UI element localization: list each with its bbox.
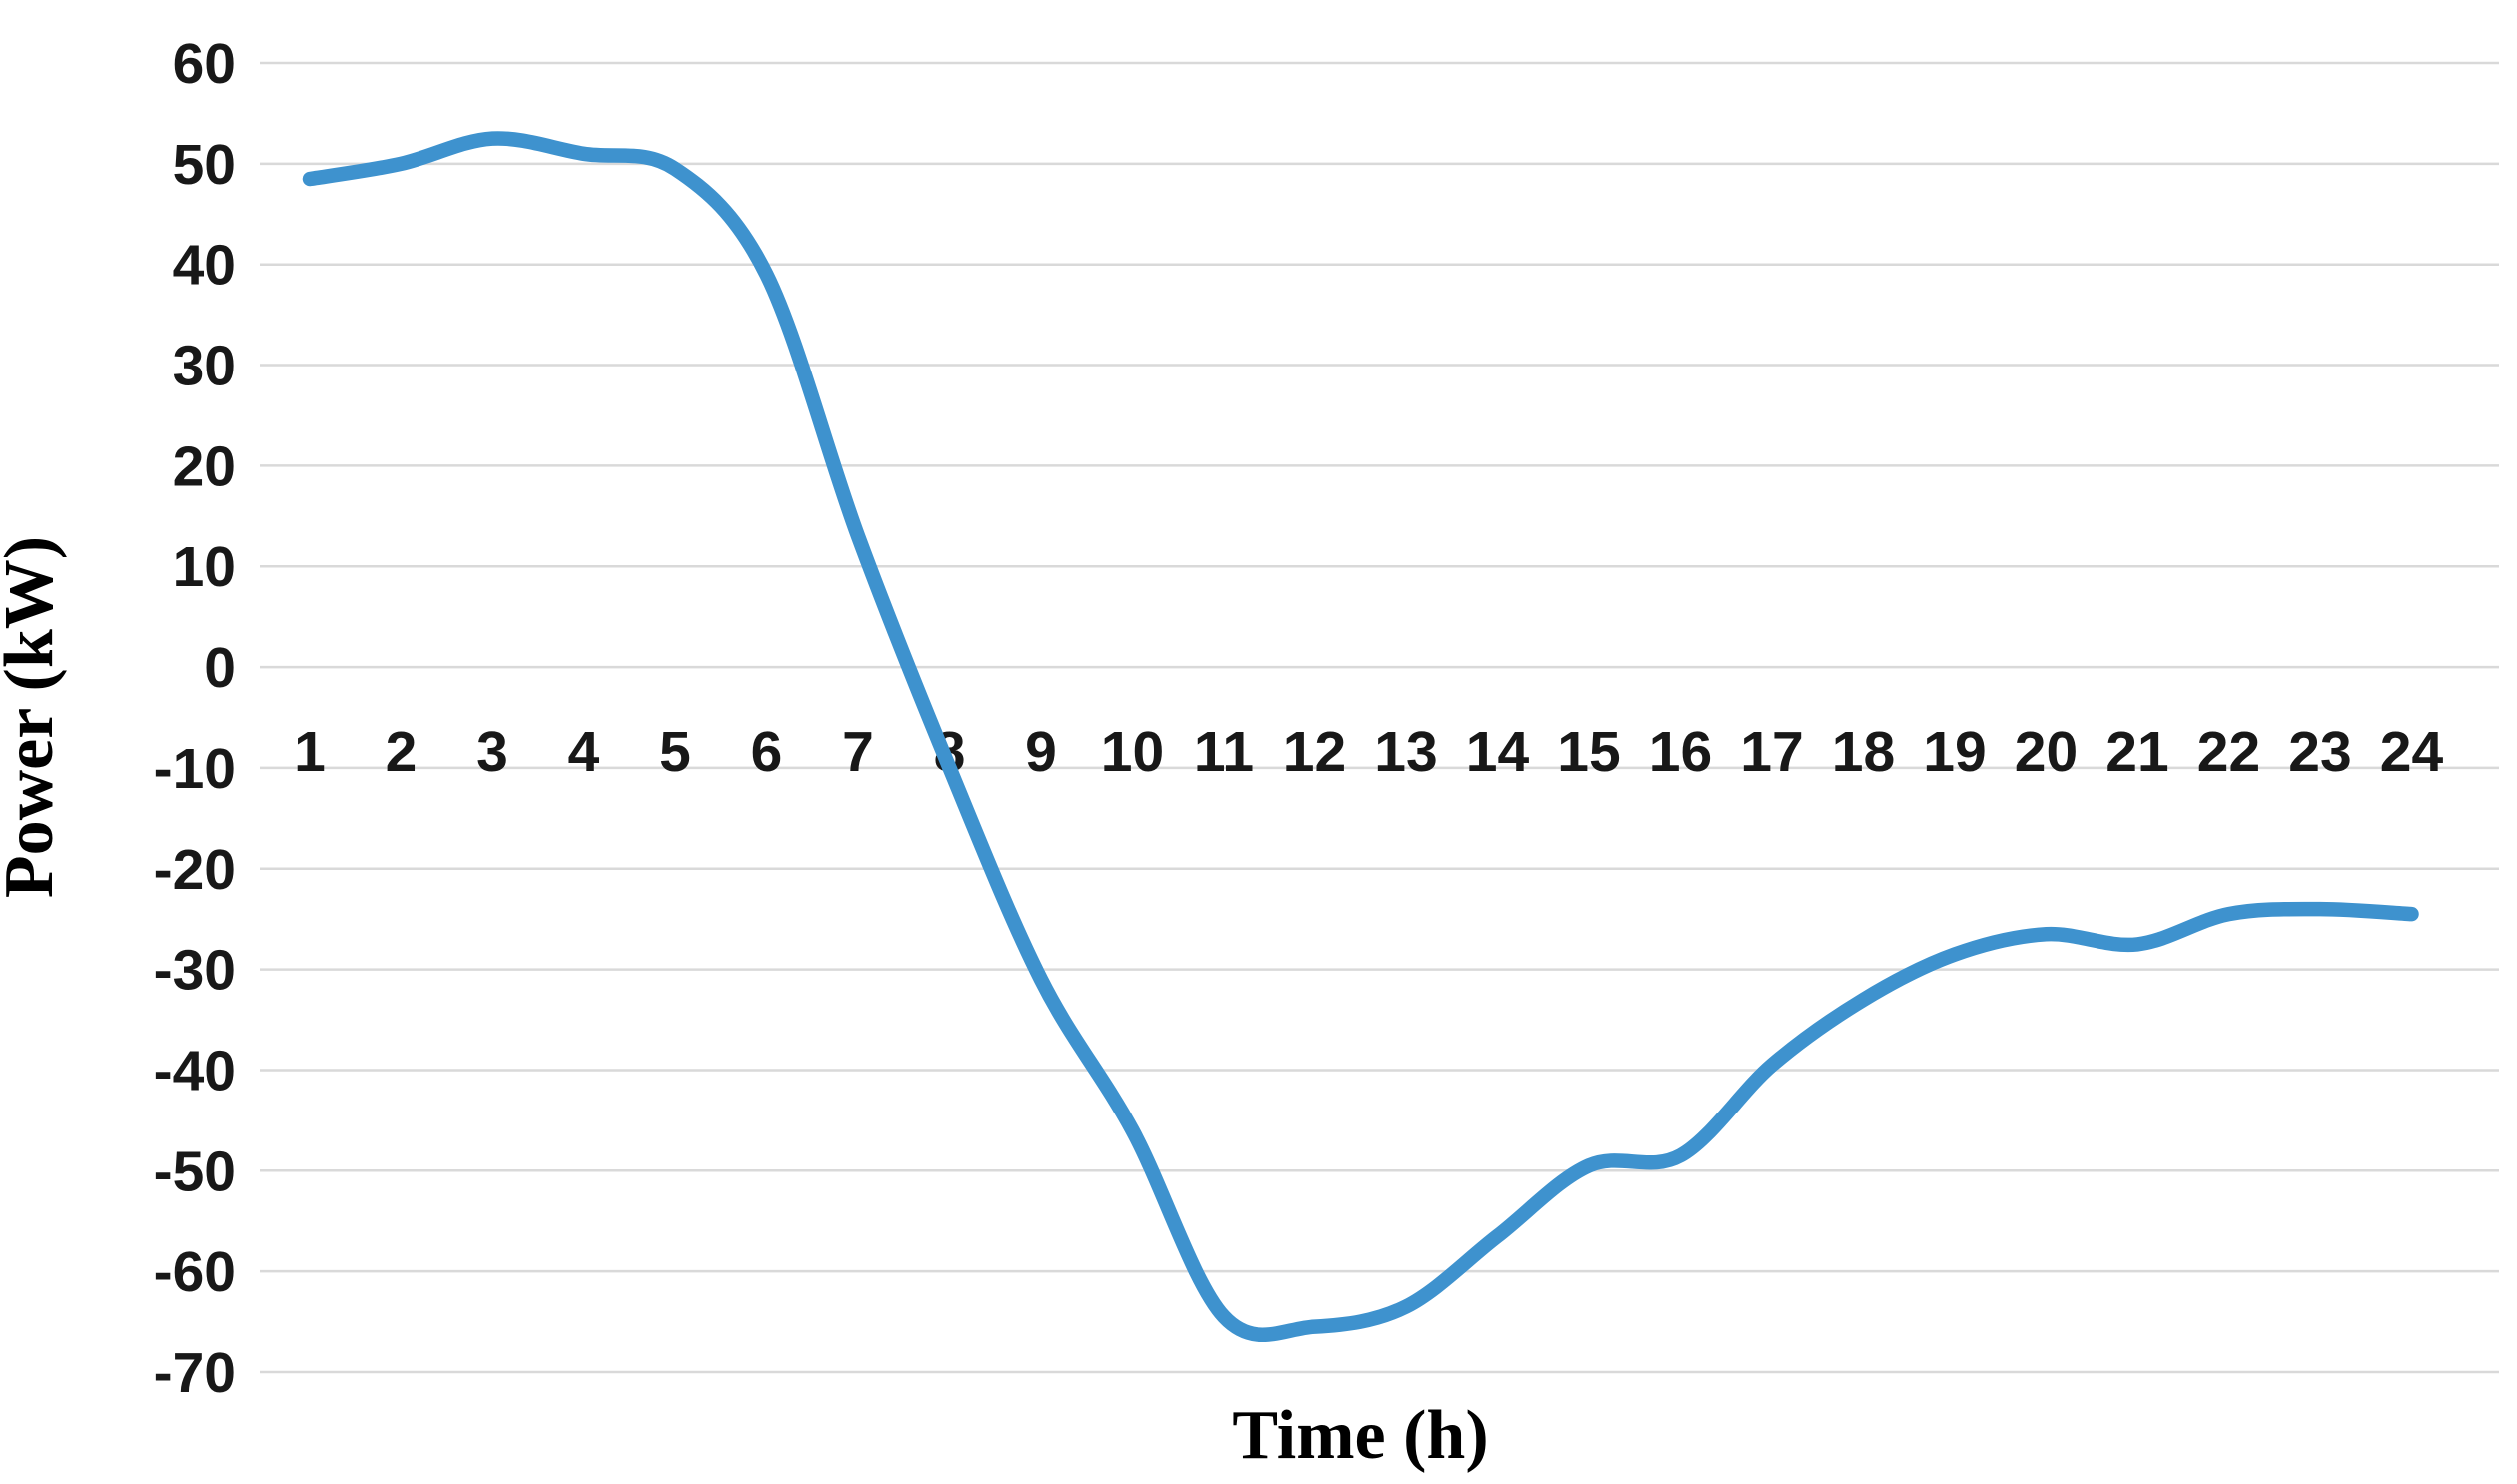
x-tick-label: 21 xyxy=(2105,720,2168,784)
x-tick-label: 13 xyxy=(1374,720,1437,784)
y-axis-tick-labels: 60 50 40 30 20 10 0 -10 -20 -30 -40 -50 -60 -70 xyxy=(154,32,236,1405)
x-tick-label: 16 xyxy=(1649,720,1712,784)
y-tick-label: 20 xyxy=(173,434,236,498)
x-axis-tick-labels: 1 2 3 4 5 6 7 8 9 10 11 12 13 14 15 16 17 18 19 20 21 22 23 24 xyxy=(294,720,2443,784)
y-tick-label: -70 xyxy=(154,1341,236,1405)
x-tick-label: 1 xyxy=(294,720,326,784)
y-tick-label: 0 xyxy=(204,636,236,700)
y-tick-label: -30 xyxy=(154,939,236,1003)
x-tick-label: 14 xyxy=(1466,720,1530,784)
y-tick-label: -50 xyxy=(154,1139,236,1203)
x-tick-label: 18 xyxy=(1832,720,1895,784)
x-tick-label: 11 xyxy=(1194,720,1254,784)
y-tick-label: 40 xyxy=(173,234,236,298)
x-tick-label: 22 xyxy=(2197,720,2260,784)
y-tick-label: 50 xyxy=(173,133,236,197)
x-tick-label: 15 xyxy=(1557,720,1620,784)
x-tick-label: 12 xyxy=(1283,720,1346,784)
y-axis-title: Power (kW) xyxy=(0,536,68,898)
y-tick-label: -60 xyxy=(154,1240,236,1304)
y-tick-label: 10 xyxy=(173,535,236,599)
x-tick-label: 10 xyxy=(1101,720,1164,784)
x-tick-label: 23 xyxy=(2288,720,2351,784)
y-tick-label: -10 xyxy=(154,737,236,801)
x-tick-label: 2 xyxy=(386,720,418,784)
x-axis-title: Time (h) xyxy=(1232,1397,1488,1474)
x-tick-label: 20 xyxy=(2015,720,2078,784)
x-tick-label: 5 xyxy=(659,720,691,784)
y-tick-label: -40 xyxy=(154,1039,236,1103)
y-tick-label: -20 xyxy=(154,838,236,902)
x-tick-label: 7 xyxy=(842,720,874,784)
x-tick-label: 19 xyxy=(1923,720,1986,784)
x-tick-label: 17 xyxy=(1740,720,1803,784)
y-tick-label: 30 xyxy=(173,335,236,398)
gridlines-group xyxy=(260,61,2499,1374)
x-tick-label: 9 xyxy=(1025,720,1057,784)
x-tick-label: 4 xyxy=(568,720,600,784)
x-tick-label: 24 xyxy=(2380,720,2444,784)
y-tick-label: 60 xyxy=(173,32,236,96)
x-tick-label: 6 xyxy=(751,720,783,784)
x-tick-label: 3 xyxy=(476,720,508,784)
power-series-line xyxy=(302,131,2419,1342)
